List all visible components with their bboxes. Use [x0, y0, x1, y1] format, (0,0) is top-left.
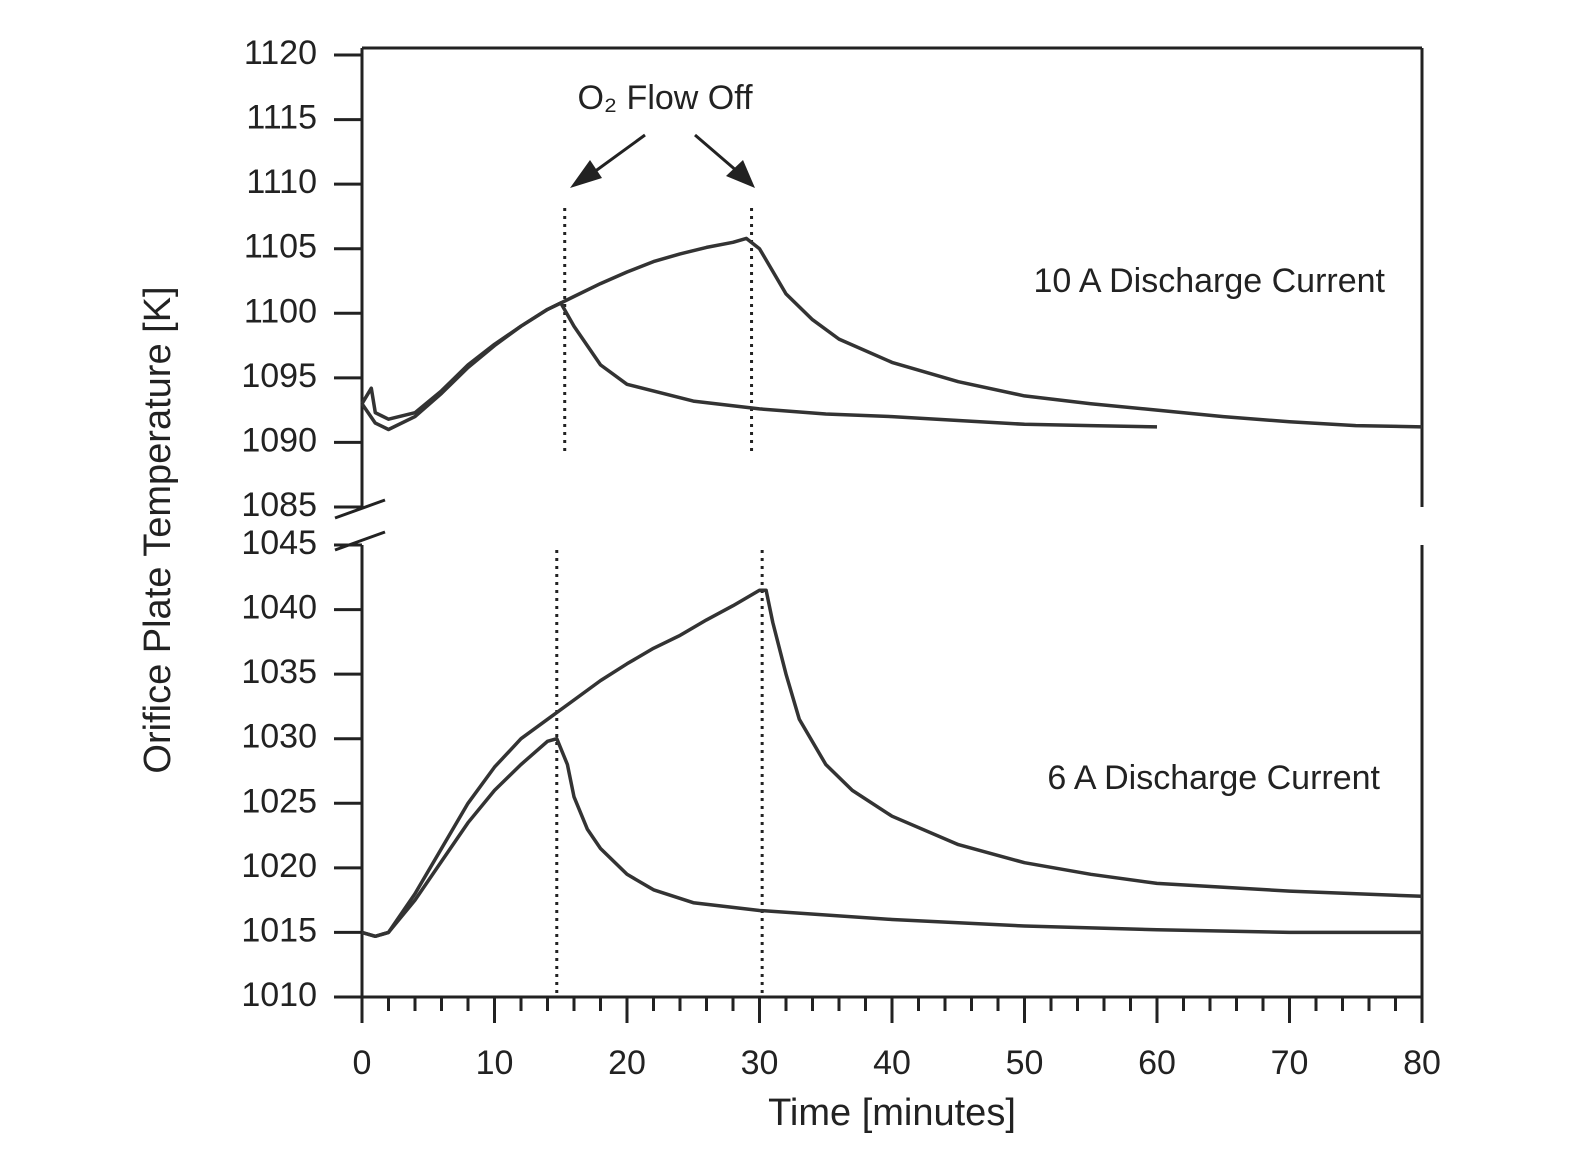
x-tick-label: 10 — [476, 1044, 514, 1082]
y-tick-label: 1035 — [241, 653, 317, 691]
y-tick-label: 1095 — [241, 357, 317, 395]
axis-break — [334, 498, 386, 552]
x-tick-label: 60 — [1138, 1044, 1176, 1082]
y-tick-label: 1085 — [241, 486, 317, 524]
y-tick-label: 1105 — [244, 228, 317, 266]
y-tick-label: 1010 — [241, 976, 317, 1014]
x-tick-label: 30 — [741, 1044, 779, 1082]
y-tick-label: 1045 — [241, 524, 317, 562]
line-series — [361, 588, 1423, 939]
y-tick-label: 1015 — [241, 911, 317, 949]
line-series — [360, 301, 1158, 429]
x-tick-label: 0 — [353, 1044, 372, 1082]
annotation: 6 A Discharge Current — [1047, 759, 1380, 797]
annotation: 10 A Discharge Current — [1033, 262, 1385, 300]
y-tick-label: 1025 — [241, 782, 317, 820]
x-tick-label: 20 — [608, 1044, 646, 1082]
y-tick-label: 1090 — [241, 421, 317, 459]
y-tick-label: 1115 — [246, 99, 317, 137]
y-axis-label: Orifice Plate Temperature [K] — [137, 286, 179, 773]
y-tick-label: 1120 — [244, 34, 317, 72]
y-tick-label: 1020 — [241, 847, 317, 885]
x-tick-label: 50 — [1006, 1044, 1044, 1082]
y-tick-label: 1100 — [244, 292, 317, 330]
x-tick-label: 80 — [1403, 1044, 1441, 1082]
x-tick-label: 40 — [873, 1044, 911, 1082]
annotation: O₂ Flow Off — [577, 79, 753, 117]
y-tick-label: 1030 — [241, 718, 317, 756]
x-axis-label: Time [minutes] — [768, 1092, 1016, 1134]
y-tick-label: 1110 — [246, 163, 317, 201]
x-tick-label: 70 — [1271, 1044, 1309, 1082]
line-series — [361, 736, 1422, 939]
arrows — [570, 133, 755, 188]
line-series — [360, 236, 1423, 432]
y-tick-label: 1040 — [241, 589, 317, 627]
